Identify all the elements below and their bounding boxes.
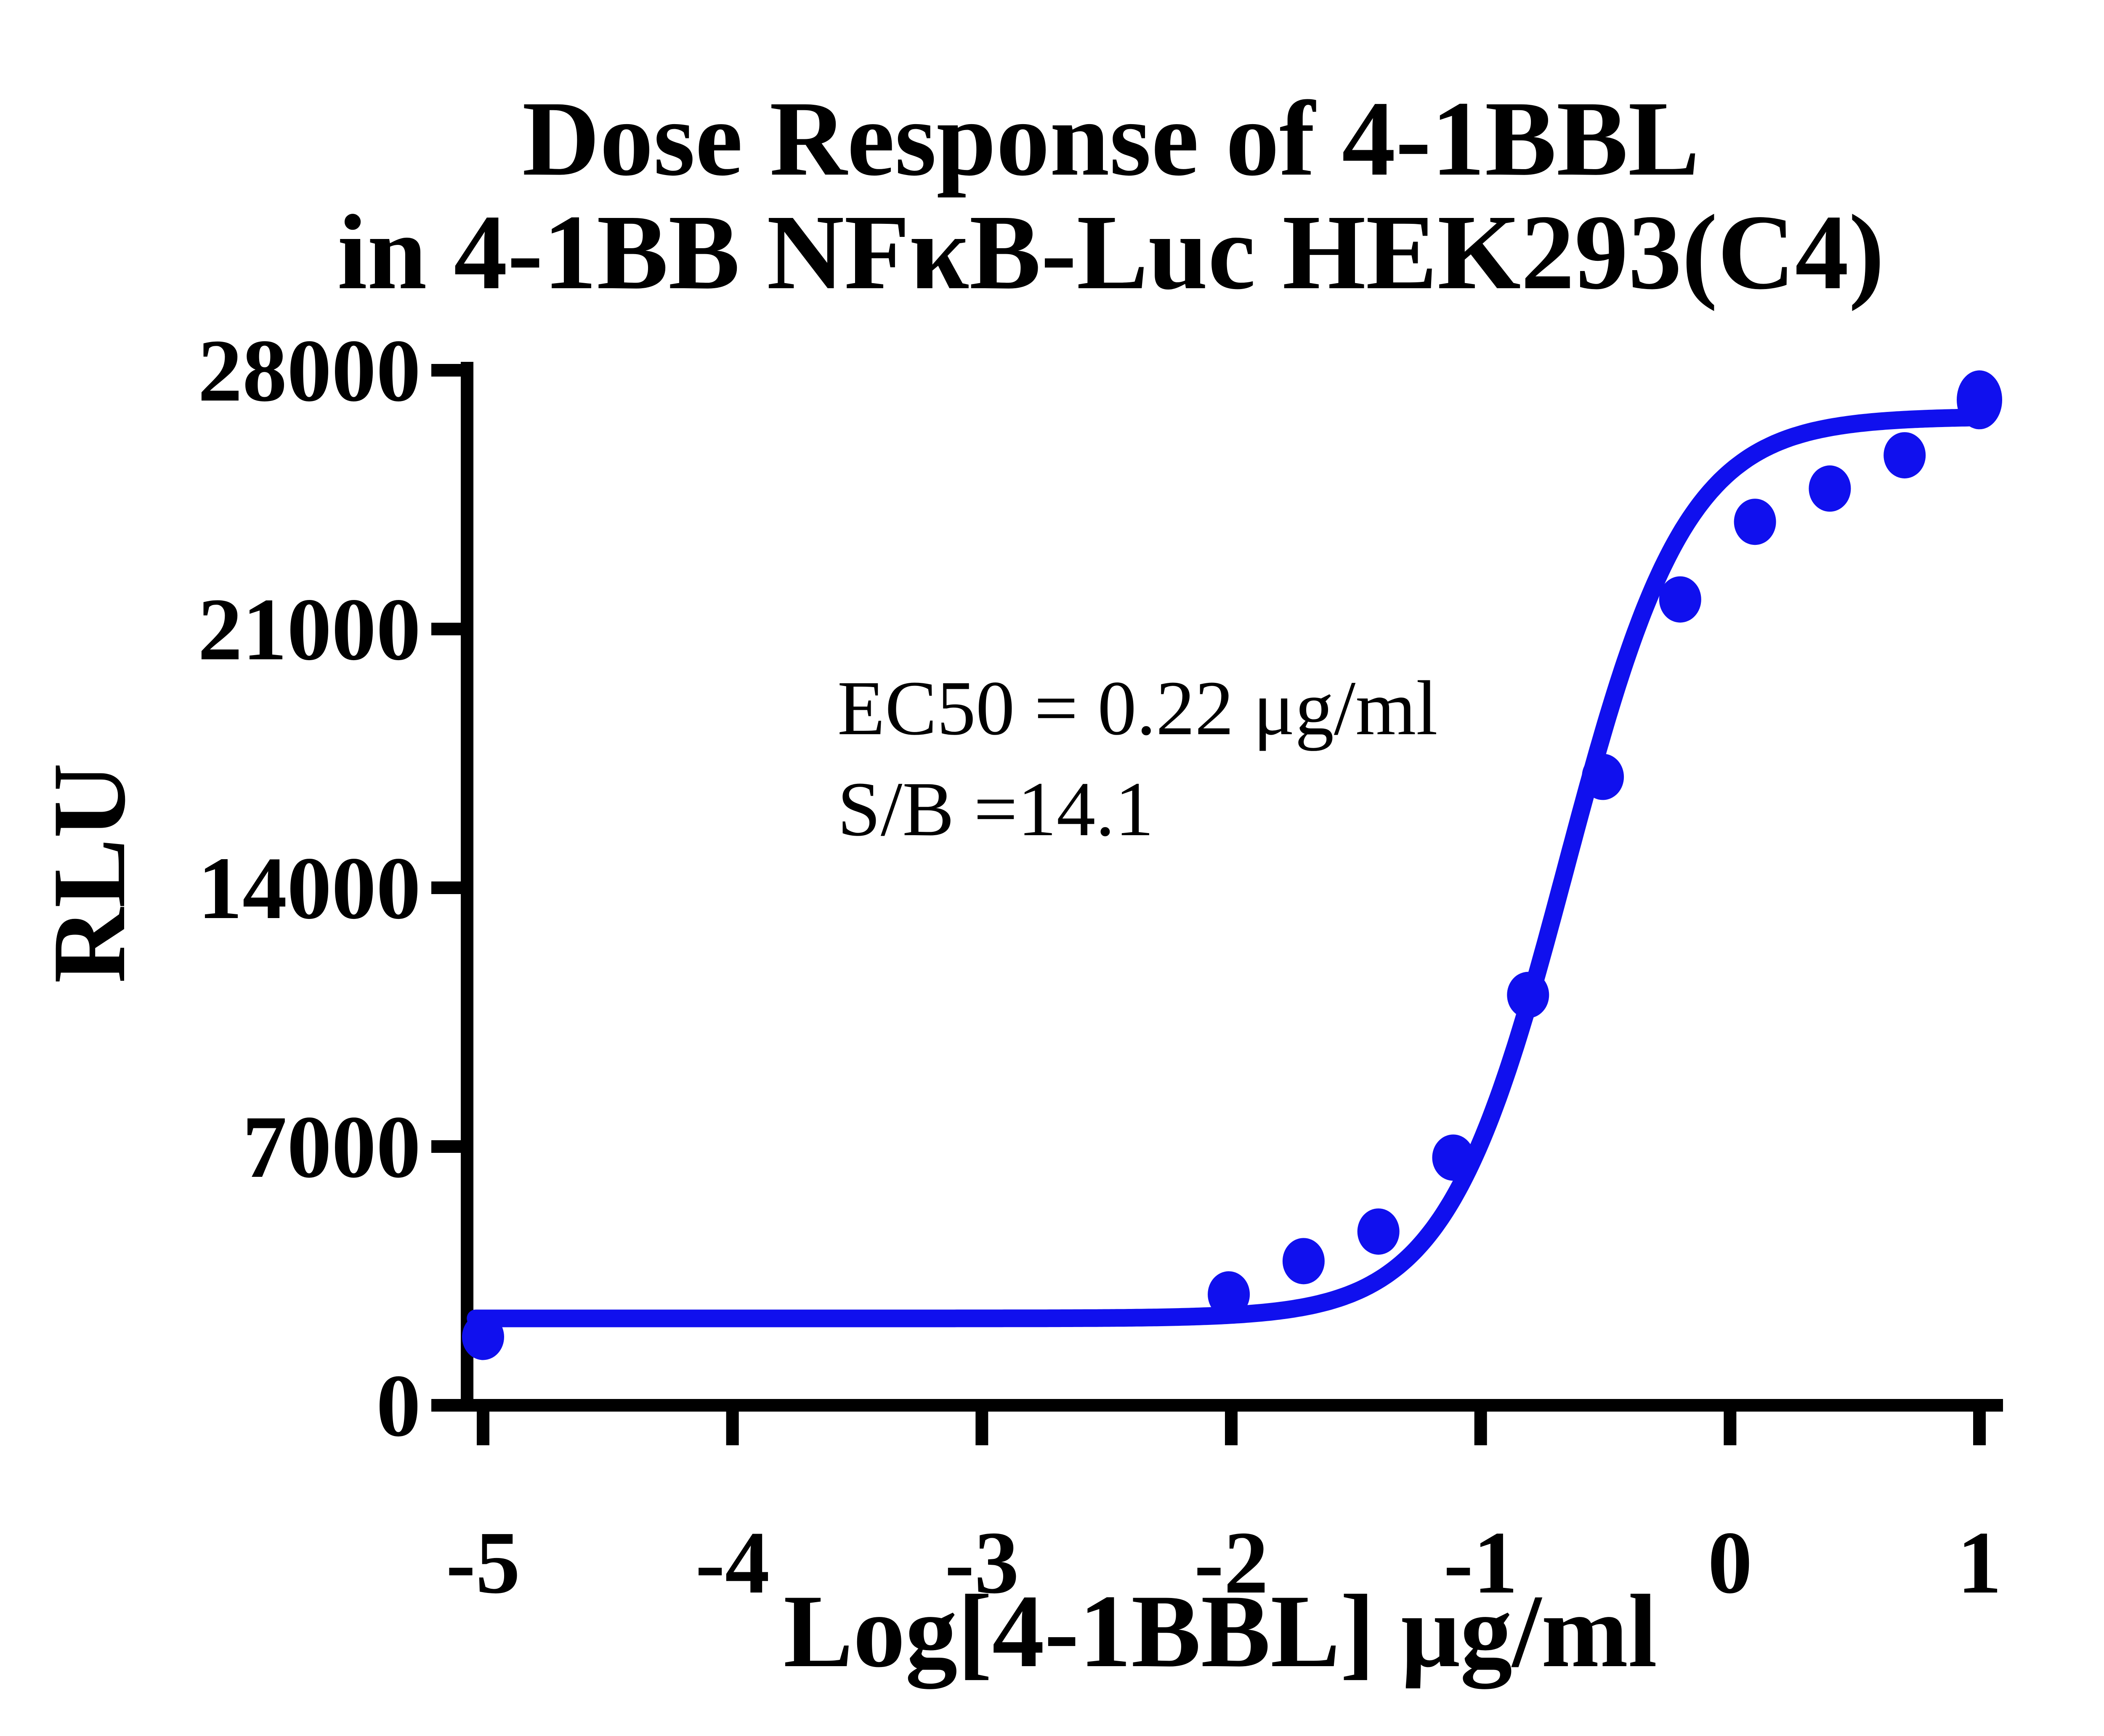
fit-curve-line bbox=[467, 408, 1993, 1327]
x-tick-label: 0 bbox=[1708, 1513, 1752, 1612]
y-tick-label: 14000 bbox=[198, 839, 421, 937]
chart-title-line1: Dose Response of 4-1BBL bbox=[522, 80, 1700, 198]
data-point bbox=[1208, 1271, 1250, 1318]
annotation-sb: S/B =14.1 bbox=[837, 766, 1154, 852]
data-point bbox=[462, 1314, 504, 1360]
data-point bbox=[1432, 1134, 1474, 1181]
data-point bbox=[1357, 1208, 1400, 1255]
data-points-group bbox=[462, 370, 2003, 1360]
x-tick-label: -4 bbox=[695, 1513, 770, 1612]
y-tick-label: 28000 bbox=[198, 321, 421, 420]
y-tick-label: 0 bbox=[376, 1356, 421, 1455]
x-axis-label: Log[4-1BBL] μg/ml bbox=[784, 1573, 1657, 1689]
data-point bbox=[1507, 972, 1549, 1018]
x-tick-label: -2 bbox=[1194, 1513, 1269, 1612]
x-axis-tick-labels: -5 -4 -3 -2 -1 0 1 bbox=[446, 1513, 2002, 1612]
data-point bbox=[1884, 432, 1926, 479]
y-tick-label: 7000 bbox=[242, 1097, 421, 1196]
y-tick-label: 21000 bbox=[198, 580, 421, 679]
data-point bbox=[1659, 576, 1701, 623]
data-point bbox=[1582, 754, 1624, 800]
annotation-ec50: EC50 = 0.22 μg/ml bbox=[837, 665, 1438, 751]
x-tick-label: -3 bbox=[945, 1513, 1019, 1612]
data-point bbox=[1734, 499, 1776, 545]
y-axis-tick-labels: 0 7000 14000 21000 28000 bbox=[198, 321, 421, 1455]
data-point bbox=[1282, 1238, 1325, 1285]
y-axis-label: RLU bbox=[31, 763, 147, 983]
data-point bbox=[1957, 370, 2003, 430]
x-tick-label: -5 bbox=[446, 1513, 521, 1612]
data-point bbox=[1809, 465, 1851, 512]
x-axis-tick-marks bbox=[477, 1405, 1986, 1445]
x-tick-label: 1 bbox=[1957, 1513, 2002, 1612]
y-axis-tick-marks bbox=[431, 364, 467, 1153]
x-tick-label: -1 bbox=[1443, 1513, 1518, 1612]
chart-title-line2: in 4-1BB NFκB-Luc HEK293(C4) bbox=[337, 193, 1884, 312]
